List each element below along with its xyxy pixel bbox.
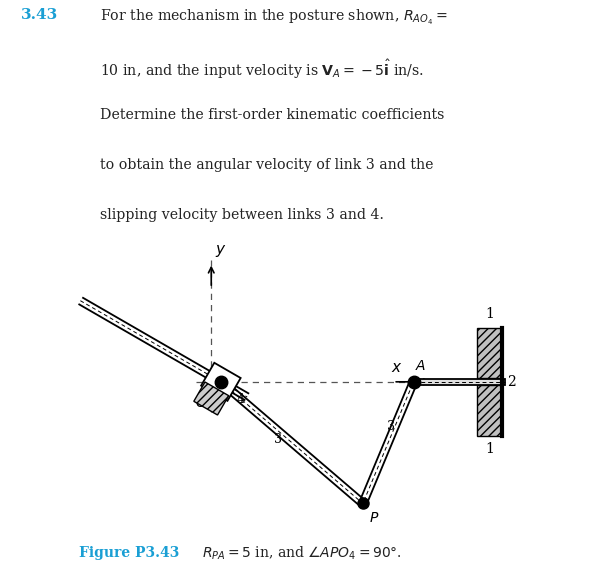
- Text: 3: 3: [274, 432, 282, 446]
- Text: 1: 1: [485, 308, 494, 322]
- Text: $x$: $x$: [391, 361, 402, 375]
- Text: 3: 3: [387, 420, 395, 433]
- Text: For the mechanism in the posture shown, $R_{AO_4} =$: For the mechanism in the posture shown, …: [100, 8, 447, 27]
- Text: 10 in, and the input velocity is $\mathbf{V}_A = -5\hat{\mathbf{i}}$ in/s.: 10 in, and the input velocity is $\mathb…: [100, 58, 423, 81]
- Text: $R_{PA} = 5$ in, and $\angle APO_4 = 90°$.: $R_{PA} = 5$ in, and $\angle APO_4 = 90°…: [202, 545, 402, 562]
- Text: Determine the first-order kinematic coefficients: Determine the first-order kinematic coef…: [100, 108, 444, 122]
- Polygon shape: [194, 382, 229, 415]
- Text: to obtain the angular velocity of link 3 and the: to obtain the angular velocity of link 3…: [100, 159, 433, 173]
- Text: 3.43: 3.43: [21, 8, 59, 22]
- Bar: [477, 386, 503, 436]
- Text: $A$: $A$: [414, 359, 426, 373]
- Text: $y$: $y$: [215, 243, 227, 259]
- Polygon shape: [201, 363, 240, 401]
- Text: 1: 1: [228, 376, 236, 390]
- Text: 2: 2: [507, 375, 516, 389]
- Text: $O_4$: $O_4$: [195, 396, 213, 412]
- Bar: [477, 328, 503, 378]
- Text: $P$: $P$: [369, 511, 379, 525]
- Text: slipping velocity between links 3 and 4.: slipping velocity between links 3 and 4.: [100, 208, 384, 222]
- Bar: [414, 379, 505, 384]
- Text: 1: 1: [485, 442, 494, 456]
- Text: Figure P3.43: Figure P3.43: [79, 546, 179, 560]
- Text: 4: 4: [237, 393, 245, 406]
